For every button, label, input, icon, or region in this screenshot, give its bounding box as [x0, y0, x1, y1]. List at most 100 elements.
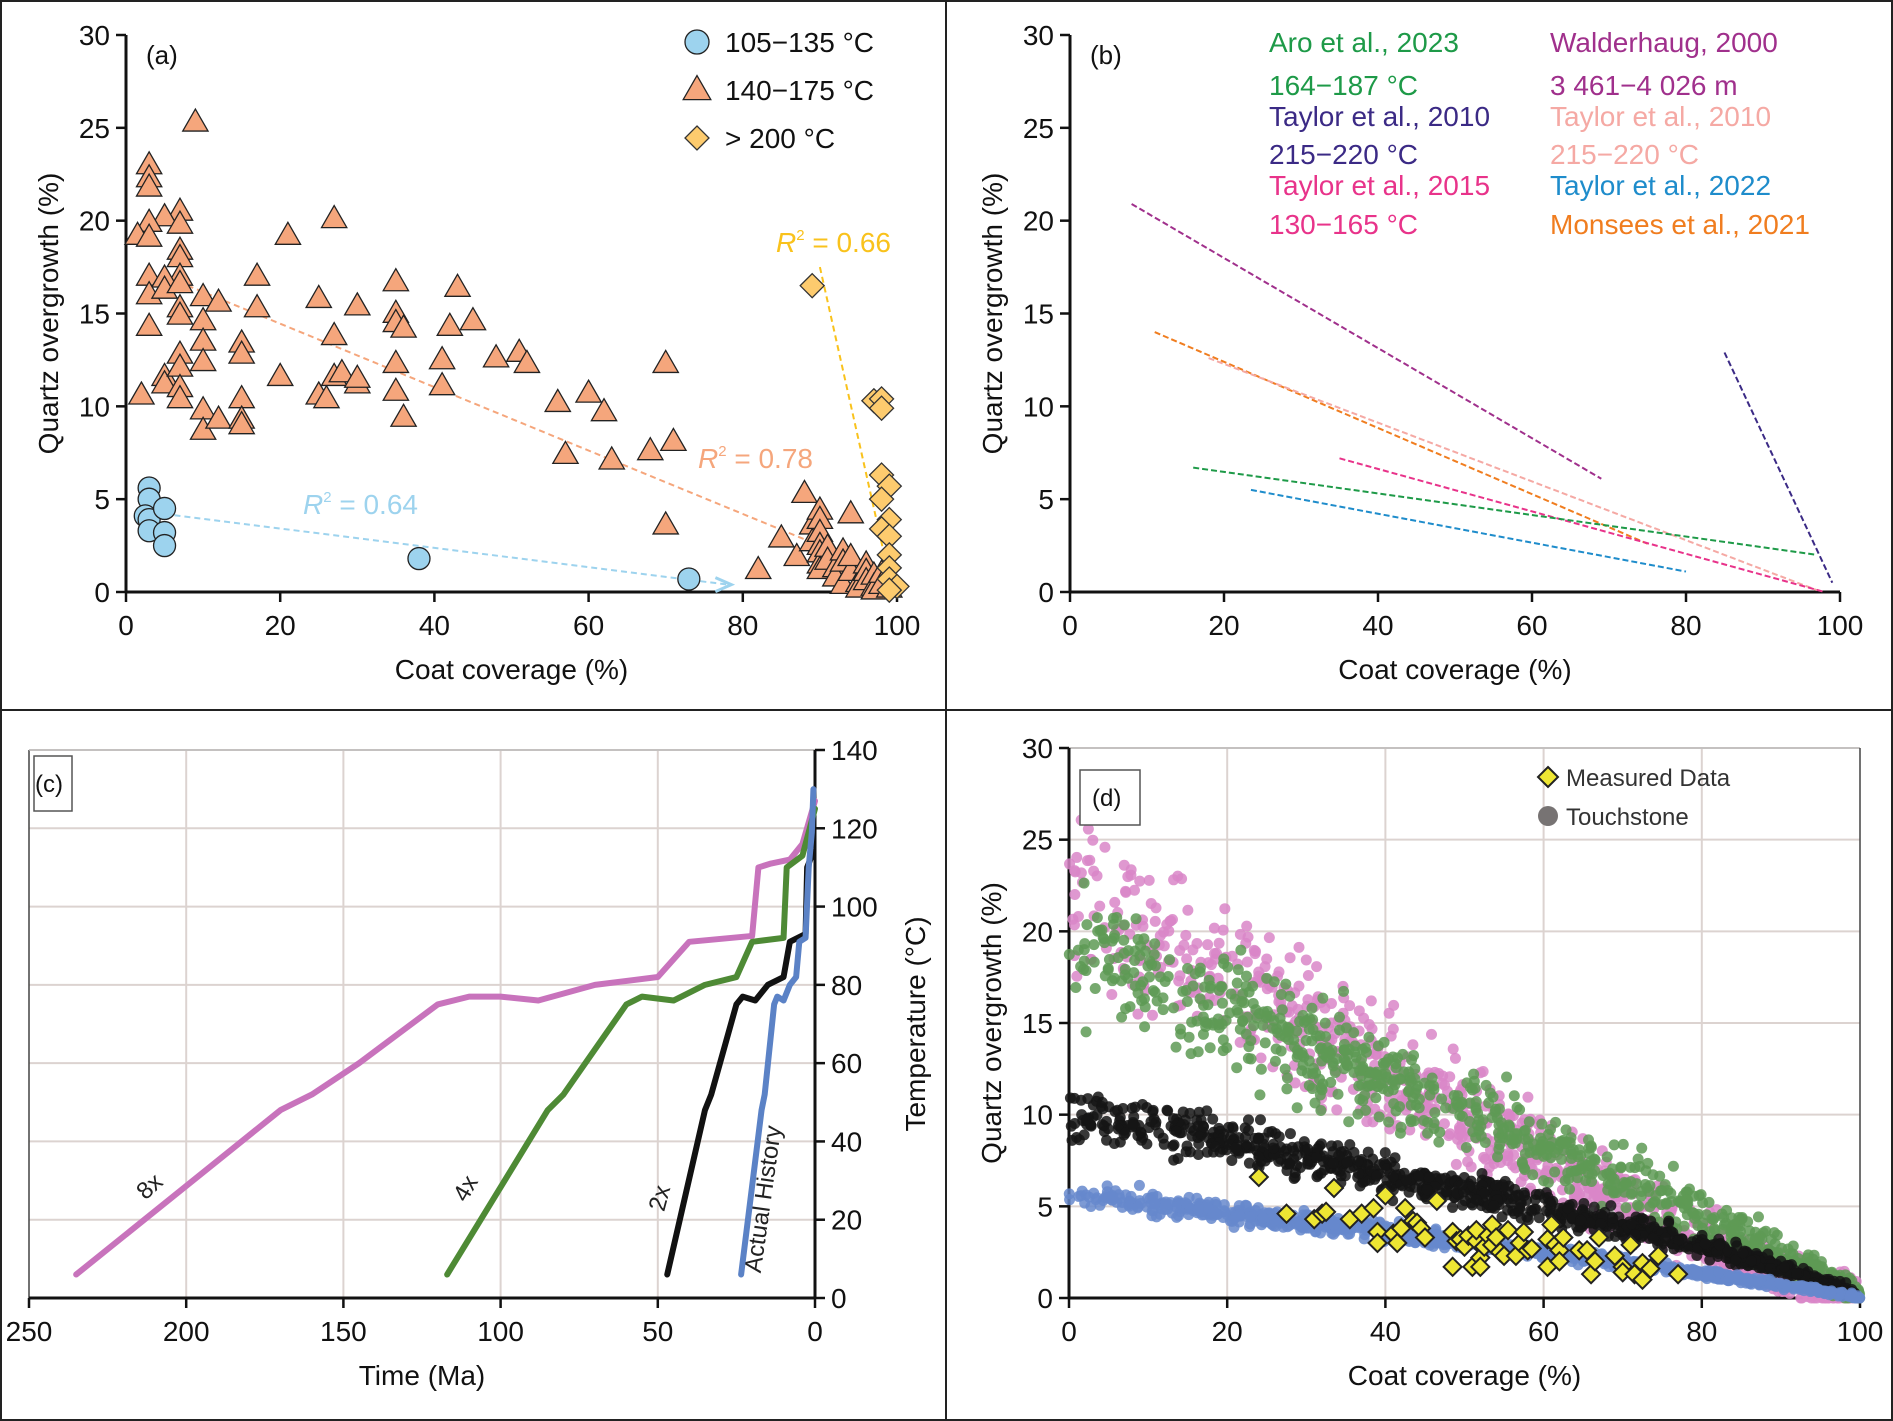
- touchstone-point-pink: [1370, 1049, 1382, 1061]
- y-tick-label: 15: [1022, 1008, 1053, 1039]
- r2-superscript: 2: [796, 227, 804, 244]
- touchstone-point-green: [1213, 984, 1225, 996]
- touchstone-point-green: [1118, 919, 1130, 931]
- y-tick-label: 0: [1038, 577, 1054, 608]
- touchstone-point-blue: [1135, 1197, 1147, 1209]
- touchstone-point-black: [1239, 1131, 1251, 1143]
- touchstone-point-green: [1181, 996, 1193, 1008]
- touchstone-point-green: [1300, 1034, 1312, 1046]
- y-tick-label: 140: [831, 735, 878, 766]
- x-tick-label: 200: [163, 1316, 210, 1347]
- touchstone-point-green: [1372, 1040, 1384, 1052]
- x-tick-label: 0: [1062, 610, 1078, 641]
- touchstone-point-green: [1370, 1092, 1382, 1104]
- touchstone-point-black: [1145, 1116, 1157, 1128]
- touchstone-point-pink: [1444, 1071, 1456, 1083]
- touchstone-point-green: [1315, 1105, 1327, 1117]
- touchstone-point-black: [1435, 1173, 1447, 1185]
- touchstone-point-pink: [1120, 886, 1132, 898]
- touchstone-point-pink: [1588, 1191, 1600, 1203]
- data-point: [868, 395, 895, 422]
- touchstone-point-black: [1191, 1114, 1203, 1126]
- touchstone-point-pink: [1263, 932, 1275, 944]
- data-point: [243, 293, 271, 318]
- x-tick-label: 20: [265, 610, 296, 641]
- touchstone-point-pink: [1134, 875, 1146, 887]
- touchstone-point-green: [1091, 912, 1103, 924]
- data-point: [166, 300, 194, 325]
- touchstone-point-green: [1254, 1089, 1266, 1101]
- touchstone-point-blue: [1183, 1209, 1195, 1221]
- touchstone-point-green: [1309, 1097, 1321, 1109]
- touchstone-point-black: [1253, 1132, 1265, 1144]
- touchstone-point-blue: [1257, 1212, 1269, 1224]
- panel-d: 0 20 40 60 80 100 0 5 10 15 20 25 30 Coat coverage (%…: [976, 733, 1883, 1391]
- curve-label: 8x: [131, 1168, 168, 1205]
- touchstone-point-pink: [1447, 1043, 1459, 1055]
- y-axis-label: Quartz overgrowth (%): [33, 173, 64, 455]
- touchstone-point-green: [1281, 1072, 1293, 1084]
- touchstone-point-green: [1768, 1227, 1780, 1239]
- touchstone-point-pink: [1109, 896, 1121, 908]
- data-point: [204, 404, 233, 429]
- touchstone-point-green: [1373, 1111, 1385, 1123]
- touchstone-point-black: [1413, 1170, 1425, 1182]
- touchstone-point-green: [1130, 913, 1142, 925]
- y-tick-label: 30: [79, 20, 110, 51]
- touchstone-point-black: [1167, 1113, 1179, 1125]
- data-point: [320, 204, 348, 229]
- data-point: [482, 343, 510, 368]
- x-tick-label: 100: [1837, 1316, 1884, 1347]
- touchstone-point-black: [1745, 1255, 1757, 1267]
- touchstone-point-green: [1564, 1183, 1576, 1195]
- r2-symbol: R: [698, 443, 718, 474]
- touchstone-point-black: [1201, 1146, 1213, 1158]
- touchstone-point-green: [1615, 1162, 1627, 1174]
- touchstone-point-green: [1338, 985, 1350, 997]
- temperature-curve-3: [738, 786, 817, 1278]
- touchstone-point-green: [1406, 1054, 1418, 1066]
- data-point: [382, 376, 410, 401]
- touchstone-point-black: [1607, 1212, 1619, 1224]
- measured-data-point: [1521, 1238, 1543, 1259]
- touchstone-point-pink: [1361, 1116, 1373, 1128]
- touchstone-point-green: [1428, 1117, 1440, 1129]
- touchstone-point-green: [1429, 1107, 1441, 1119]
- touchstone-point-green: [1242, 1052, 1254, 1064]
- data-point: [266, 362, 294, 387]
- panel-a: 0 20 40 60 80 100 0 5 10 15 20 25 30 Coat coverage (%…: [33, 20, 920, 685]
- y-tick-label: 120: [831, 813, 878, 844]
- touchstone-point-green: [1560, 1124, 1572, 1136]
- touchstone-point-green: [1314, 1089, 1326, 1101]
- x-tick-label: 20: [1212, 1316, 1243, 1347]
- legend-label: Taylor et al., 2022: [1550, 170, 1771, 201]
- touchstone-point-green: [1291, 1102, 1303, 1114]
- touchstone-point-green: [1536, 1118, 1548, 1130]
- data-point: [407, 546, 431, 571]
- touchstone-point-green: [1180, 985, 1192, 997]
- touchstone-point-black: [1637, 1213, 1649, 1225]
- temperature-curve-1: [444, 805, 818, 1278]
- touchstone-point-green: [1433, 1136, 1445, 1148]
- touchstone-point-black: [1153, 1127, 1165, 1139]
- touchstone-point-black: [1488, 1200, 1500, 1212]
- touchstone-point-green: [1217, 1034, 1229, 1046]
- touchstone-point-pink: [1353, 1005, 1365, 1017]
- x-axis-label: Coat coverage (%): [1338, 654, 1571, 685]
- touchstone-point-green: [1089, 982, 1101, 994]
- touchstone-point-green: [1655, 1199, 1667, 1211]
- touchstone-point-pink: [1383, 1007, 1395, 1019]
- touchstone-point-black: [1647, 1232, 1659, 1244]
- touchstone-point-black: [1387, 1171, 1399, 1183]
- touchstone-point-black: [1119, 1127, 1131, 1139]
- touchstone-point-green: [1164, 954, 1176, 966]
- touchstone-point-green: [1589, 1165, 1601, 1177]
- data-point: [189, 282, 217, 307]
- touchstone-point-blue: [1088, 1187, 1100, 1199]
- y-tick-label: 5: [1038, 484, 1054, 515]
- touchstone-point-black: [1170, 1125, 1182, 1137]
- panel-label: (c): [35, 771, 63, 798]
- measured-data-point: [1588, 1227, 1610, 1248]
- touchstone-point-green: [1665, 1187, 1677, 1199]
- touchstone-point-green: [1339, 1045, 1351, 1057]
